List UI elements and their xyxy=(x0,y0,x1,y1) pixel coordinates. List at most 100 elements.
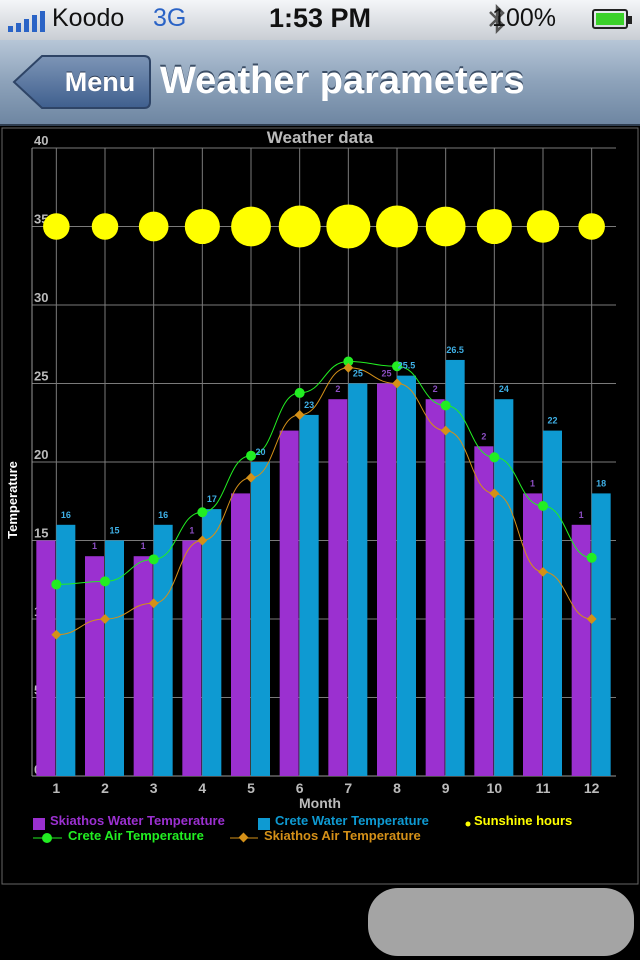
x-tick-label: 12 xyxy=(584,780,600,796)
data-label: 18 xyxy=(596,478,606,488)
legend-swatch-skiathos-air-marker xyxy=(238,832,249,843)
marker-crete-air xyxy=(246,450,256,461)
x-tick-label: 10 xyxy=(487,780,503,796)
marker-crete-air xyxy=(586,552,597,563)
legend-label-crete-water: Crete Water Temperature xyxy=(275,813,429,828)
data-label: 16 xyxy=(158,510,168,520)
page-title: Weather parameters xyxy=(160,60,525,102)
bubble-sunshine-hours xyxy=(43,213,70,240)
y-axis-label: Temperature xyxy=(5,461,20,539)
marker-crete-air xyxy=(489,452,500,463)
navigation-bar: Menu Weather parameters xyxy=(0,40,640,126)
data-label: 1 xyxy=(530,478,535,488)
y-tick-label: 40 xyxy=(34,133,48,148)
bubble-sunshine-hours xyxy=(425,206,466,247)
bubble-sunshine-hours xyxy=(526,210,560,243)
data-label: 1 xyxy=(141,541,146,551)
y-tick-label: 25 xyxy=(34,369,48,384)
status-bar: Koodo 3G 1:53 PM 100% xyxy=(0,0,640,40)
chart-legend: Skiathos Water Temperature Crete Water T… xyxy=(33,813,572,843)
bar-crete-water xyxy=(56,524,76,776)
data-label: 26.5 xyxy=(446,345,464,355)
marker-skiathos-air xyxy=(100,614,110,624)
gray-action-button[interactable] xyxy=(368,888,634,956)
x-tick-label: 4 xyxy=(198,780,206,796)
bubble-sunshine-hours xyxy=(578,213,605,240)
data-label: 22 xyxy=(547,416,557,426)
marker-crete-air xyxy=(392,361,402,372)
x-axis-label: Month xyxy=(299,795,341,811)
bar-skiathos-water xyxy=(377,383,396,776)
data-label: 25.5 xyxy=(398,361,416,371)
bluetooth-icon xyxy=(489,3,505,35)
x-tick-label: 8 xyxy=(393,780,401,796)
marker-crete-air xyxy=(294,387,305,398)
marker-skiathos-air xyxy=(489,488,500,499)
marker-crete-air xyxy=(197,507,208,518)
y-tick-label: 15 xyxy=(34,526,48,541)
data-label: 17 xyxy=(207,494,217,504)
signal-strength-icon xyxy=(8,10,48,32)
marker-skiathos-air xyxy=(246,472,256,483)
y-tick-label: 20 xyxy=(34,447,48,462)
data-label: 25 xyxy=(353,369,363,379)
bar-skiathos-water xyxy=(425,399,445,776)
y-tick-label: 30 xyxy=(34,290,48,305)
legend-swatch-sunshine xyxy=(465,821,471,827)
x-tick-label: 11 xyxy=(536,780,551,796)
legend-label-skiathos-air: Skiathos Air Temperature xyxy=(264,828,421,843)
bar-skiathos-water xyxy=(182,540,202,776)
bar-crete-water xyxy=(348,383,368,776)
data-label: 15 xyxy=(109,526,119,536)
bubble-sunshine-hours xyxy=(278,205,321,248)
x-tick-label: 6 xyxy=(296,780,304,796)
bar-skiathos-water xyxy=(231,493,250,776)
bubble-sunshine-hours xyxy=(138,211,169,242)
bubble-sunshine-hours xyxy=(476,208,512,245)
marker-crete-air xyxy=(538,500,548,511)
marker-skiathos-air xyxy=(440,425,451,436)
status-time: 1:53 PM xyxy=(268,3,372,33)
marker-skiathos-air xyxy=(51,629,62,640)
data-label: 2 xyxy=(433,384,438,394)
x-tick-label: 2 xyxy=(101,780,109,796)
marker-skiathos-air xyxy=(294,409,305,420)
battery-percent: 100% xyxy=(492,4,556,32)
weather-chart: Weather data Temperature Month 051015202… xyxy=(1,127,639,885)
legend-label-skiathos-water: Skiathos Water Temperature xyxy=(50,813,225,828)
bar-skiathos-water xyxy=(85,556,104,776)
marker-crete-air xyxy=(343,356,354,367)
bar-skiathos-water xyxy=(36,540,56,776)
menu-button-label: Menu xyxy=(64,67,136,97)
marker-skiathos-air xyxy=(148,598,159,609)
data-label: 24 xyxy=(499,384,509,394)
chart-title: Weather data xyxy=(267,128,374,147)
marker-crete-air xyxy=(440,400,451,411)
data-label: 20 xyxy=(255,447,265,457)
bar-crete-water xyxy=(591,493,611,776)
x-tick-label: 1 xyxy=(52,780,60,796)
menu-back-button[interactable]: Menu xyxy=(12,54,152,110)
back-arrow-shape-icon xyxy=(12,55,151,109)
marker-skiathos-air xyxy=(197,535,208,546)
marker-crete-air xyxy=(148,554,159,565)
bubble-sunshine-hours xyxy=(326,204,371,249)
battery-icon xyxy=(592,9,632,29)
legend-swatch-crete-air-marker xyxy=(42,833,52,843)
x-tick-label: 7 xyxy=(344,780,352,796)
bubble-sunshine-hours xyxy=(91,213,119,240)
x-tick-label: 5 xyxy=(247,780,255,796)
bar-skiathos-water xyxy=(571,524,591,776)
carrier-name: Koodo xyxy=(52,4,125,32)
bar-crete-water xyxy=(299,414,319,776)
legend-swatch-skiathos-water xyxy=(33,818,45,830)
data-label: 25 xyxy=(381,369,391,379)
data-label: 2 xyxy=(335,384,340,394)
bubble-sunshine-hours xyxy=(231,206,271,247)
x-tick-label: 3 xyxy=(150,780,158,796)
data-label: 23 xyxy=(304,400,314,410)
bar-skiathos-water xyxy=(474,446,494,776)
data-label: 1 xyxy=(189,526,194,536)
marker-skiathos-air xyxy=(586,614,597,624)
bar-crete-water xyxy=(397,375,416,776)
